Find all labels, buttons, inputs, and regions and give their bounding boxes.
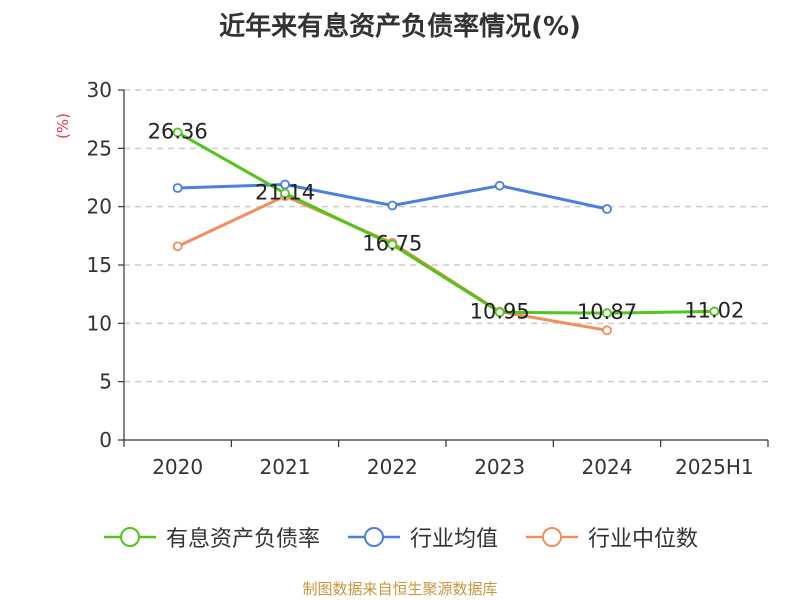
x-tick-label: 2024 [582, 455, 633, 479]
data-point [387, 200, 398, 211]
data-point [387, 239, 398, 250]
x-tick-label: 2020 [152, 455, 203, 479]
grid-lines [124, 89, 768, 383]
data-point [172, 241, 183, 252]
legend-swatch-icon [526, 527, 578, 547]
data-point [494, 180, 505, 191]
series-line [176, 131, 715, 315]
series-lines [172, 127, 720, 336]
legend-swatch-icon [347, 527, 400, 547]
legend-swatch-marker [119, 527, 140, 547]
legend-item[interactable]: 行业均值 [346, 521, 498, 553]
data-label: 10.95 [470, 299, 530, 323]
data-point [280, 188, 290, 199]
series-line [177, 194, 608, 332]
data-label: 21.14 [255, 180, 315, 204]
axes: 0 5 10 15 20 25 30 2020 2021 2022 2023 2024 2025H1 [87, 78, 769, 479]
legend-label: 行业均值 [409, 527, 498, 552]
y-axis-label: (%) [54, 113, 72, 139]
data-label: 11.02 [684, 298, 744, 322]
y-tick-label: 25 [87, 136, 112, 160]
data-point [709, 306, 720, 317]
x-tick-label: 2025H1 [675, 455, 754, 479]
data-point [602, 308, 612, 319]
legend: 有息资产负债率 行业均值 行业中位数 [0, 520, 800, 554]
x-tick-label: 2022 [367, 455, 418, 479]
y-tick-label: 0 [99, 428, 112, 452]
y-tick-label: 10 [87, 311, 112, 335]
data-point [602, 204, 612, 214]
y-tick-label: 5 [99, 370, 112, 394]
legend-swatch-icon [103, 527, 156, 547]
source-note: 制图数据来自恒生聚源数据库 [302, 580, 498, 598]
x-tick-label: 2023 [474, 455, 525, 479]
legend-swatch-marker [542, 527, 562, 547]
data-point [172, 183, 183, 193]
legend-label: 有息资产负债率 [165, 527, 320, 552]
chart-title: 近年来有息资产负债率情况(%) [219, 12, 581, 42]
data-point [172, 127, 183, 138]
y-tick-label: 15 [87, 253, 112, 277]
legend-label: 行业中位数 [588, 527, 699, 552]
y-tick-label: 30 [87, 78, 112, 102]
data-point [494, 307, 505, 318]
y-tick-label: 20 [87, 195, 112, 219]
legend-item[interactable]: 有息资产负债率 [102, 521, 320, 553]
data-point [602, 325, 612, 336]
legend-item[interactable]: 行业中位数 [524, 521, 698, 553]
data-label: 26.36 [148, 119, 208, 143]
data-label: 16.75 [362, 232, 422, 256]
x-tick-label: 2021 [260, 455, 311, 479]
data-labels: 26.36 21.14 16.75 10.95 10.87 11.02 [148, 119, 745, 324]
data-label: 10.87 [577, 300, 637, 324]
legend-swatch-marker [363, 527, 384, 547]
